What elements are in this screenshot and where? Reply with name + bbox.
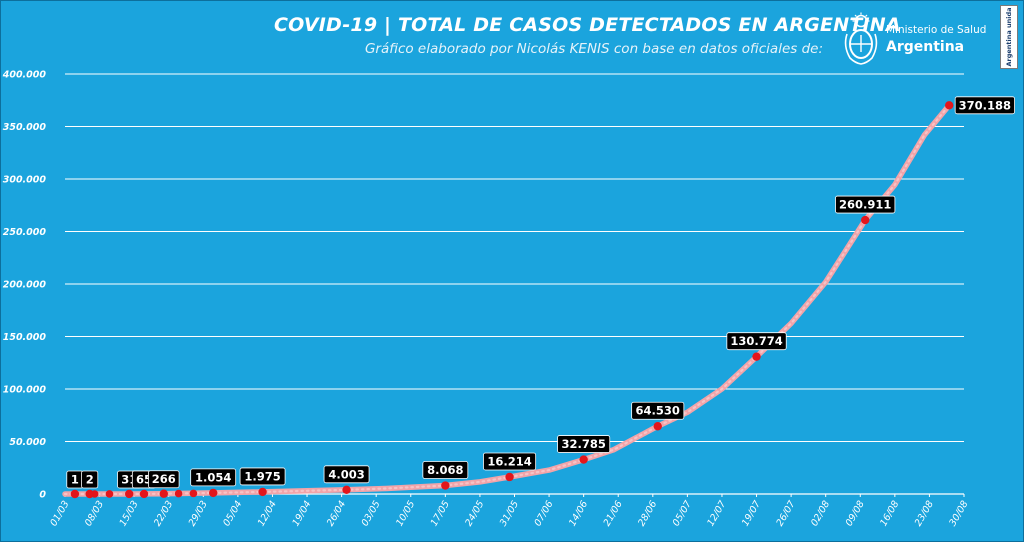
- country-name: Argentina: [886, 39, 965, 55]
- highlighted-point: [159, 489, 168, 498]
- data-label: 1: [71, 472, 79, 486]
- highlighted-point: [208, 488, 218, 498]
- x-axis-ticks: 01/03 08/03 15/03 22/03 29/03 05/04 12/04 19/04…: [48, 494, 971, 528]
- series-line-layer: [62, 102, 952, 497]
- data-label: 2: [86, 472, 94, 486]
- data-label: 1.054: [195, 470, 231, 484]
- data-label-box: [483, 452, 537, 471]
- data-label-box: [726, 332, 787, 351]
- data-label: 266: [152, 472, 176, 486]
- x-tick-label: 21/06: [602, 499, 625, 528]
- data-label: 1.975: [244, 469, 280, 483]
- data-label-box: [557, 435, 611, 453]
- y-axis-ticks: 0 50.000 100.000 150.000 200.000 250.000 300.0…: [2, 70, 47, 501]
- x-tick-label: 09/08: [844, 499, 867, 528]
- highlighted-point: [944, 101, 954, 110]
- x-tick-label: 05/07: [671, 499, 694, 528]
- x-tick-label: 15/03: [118, 499, 141, 528]
- data-label-box: [148, 470, 180, 489]
- x-tick-label: 03/05: [360, 499, 383, 528]
- x-tick-label: 31/05: [498, 499, 521, 528]
- y-tick-label: 150.000: [3, 332, 47, 343]
- highlighted-point: [85, 489, 94, 499]
- y-tick-label: 250.000: [3, 227, 47, 238]
- data-label: 130.774: [730, 334, 782, 348]
- data-label-box: [835, 195, 896, 214]
- data-label: 65: [136, 472, 152, 486]
- x-tick-label: 29/03: [187, 499, 210, 528]
- x-tick-label: 01/03: [48, 499, 71, 528]
- highlighted-point: [70, 489, 80, 499]
- x-tick-label: 19/04: [290, 499, 313, 528]
- highlighted-point: [861, 215, 870, 225]
- highlighted-point: [653, 422, 662, 431]
- data-label: 4.003: [328, 467, 364, 481]
- y-tick-label: 100.000: [3, 385, 47, 396]
- x-tick-label: 14/06: [567, 499, 590, 528]
- data-label: 260.911: [839, 198, 891, 212]
- chart-title: COVID-19 | TOTAL DE CASOS DETECTADOS EN …: [274, 14, 901, 36]
- data-label-box: [239, 467, 286, 486]
- chart-subtitle: Gráfico elaborado por Nicolás KENIS con …: [364, 41, 823, 57]
- y-tick-label: 400.000: [2, 70, 47, 81]
- argentina-unida-badge: Argentina unida: [1000, 5, 1018, 69]
- highlighted-point: [505, 472, 514, 482]
- highlighted-point: [125, 489, 134, 499]
- x-tick-label: 22/03: [152, 499, 175, 528]
- highlighted-point: [579, 455, 588, 464]
- x-tick-label: 17/05: [429, 499, 452, 528]
- data-point: [174, 489, 183, 498]
- data-label-box: [81, 470, 99, 489]
- data-point: [189, 489, 198, 498]
- grid-layer: [65, 73, 964, 495]
- data-label: 8.068: [427, 463, 463, 477]
- highlighted-point: [258, 487, 267, 497]
- x-tick-label: 12/07: [705, 499, 728, 528]
- x-tick-label: 07/06: [532, 499, 555, 528]
- x-tick-label: 16/08: [878, 499, 901, 528]
- x-tick-label: 28/06: [636, 499, 659, 528]
- data-label-box: [190, 468, 237, 487]
- x-tick-label: 08/03: [83, 499, 106, 528]
- y-tick-label: 200.000: [3, 280, 47, 291]
- highlighted-point: [752, 352, 761, 361]
- data-label: 370.188: [959, 98, 1011, 112]
- data-label-box: [323, 465, 370, 484]
- x-tick-label: 10/05: [394, 499, 417, 528]
- series-line-base: [62, 102, 952, 497]
- data-point: [105, 490, 114, 498]
- y-tick-label: 0: [39, 490, 46, 501]
- y-tick-label: 350.000: [3, 122, 47, 133]
- national-seal-icon: [844, 12, 878, 65]
- data-label-box: [422, 461, 469, 479]
- data-label: 32.785: [561, 437, 605, 451]
- highlighted-point: [139, 489, 149, 499]
- y-tick-label: 50.000: [9, 437, 46, 448]
- series-line-beads: [63, 104, 951, 496]
- highlighted-point: [441, 481, 450, 490]
- x-tick-label: 26/07: [774, 499, 797, 528]
- x-tick-label: 12/04: [256, 499, 279, 528]
- data-label: 64.530: [636, 404, 680, 418]
- x-tick-label: 19/07: [740, 499, 763, 528]
- highlighted-point: [342, 485, 351, 494]
- ministerio-logo: Ministerio de Salud Argentina: [842, 12, 992, 68]
- y-tick-label: 300.000: [3, 175, 47, 186]
- x-tick-label: 24/05: [463, 499, 486, 528]
- data-label: 16.214: [487, 454, 531, 468]
- x-tick-label: 02/08: [809, 499, 832, 528]
- data-points-layer: [70, 101, 954, 499]
- data-label-box: [631, 401, 685, 420]
- x-tick-label: 23/08: [913, 499, 936, 528]
- x-tick-label: 30/08: [947, 499, 970, 528]
- ministerio-name: Ministerio de Salud: [886, 24, 987, 36]
- x-tick-label: 26/04: [325, 499, 348, 528]
- x-tick-label: 05/04: [221, 499, 244, 528]
- data-label-box: [954, 96, 1015, 115]
